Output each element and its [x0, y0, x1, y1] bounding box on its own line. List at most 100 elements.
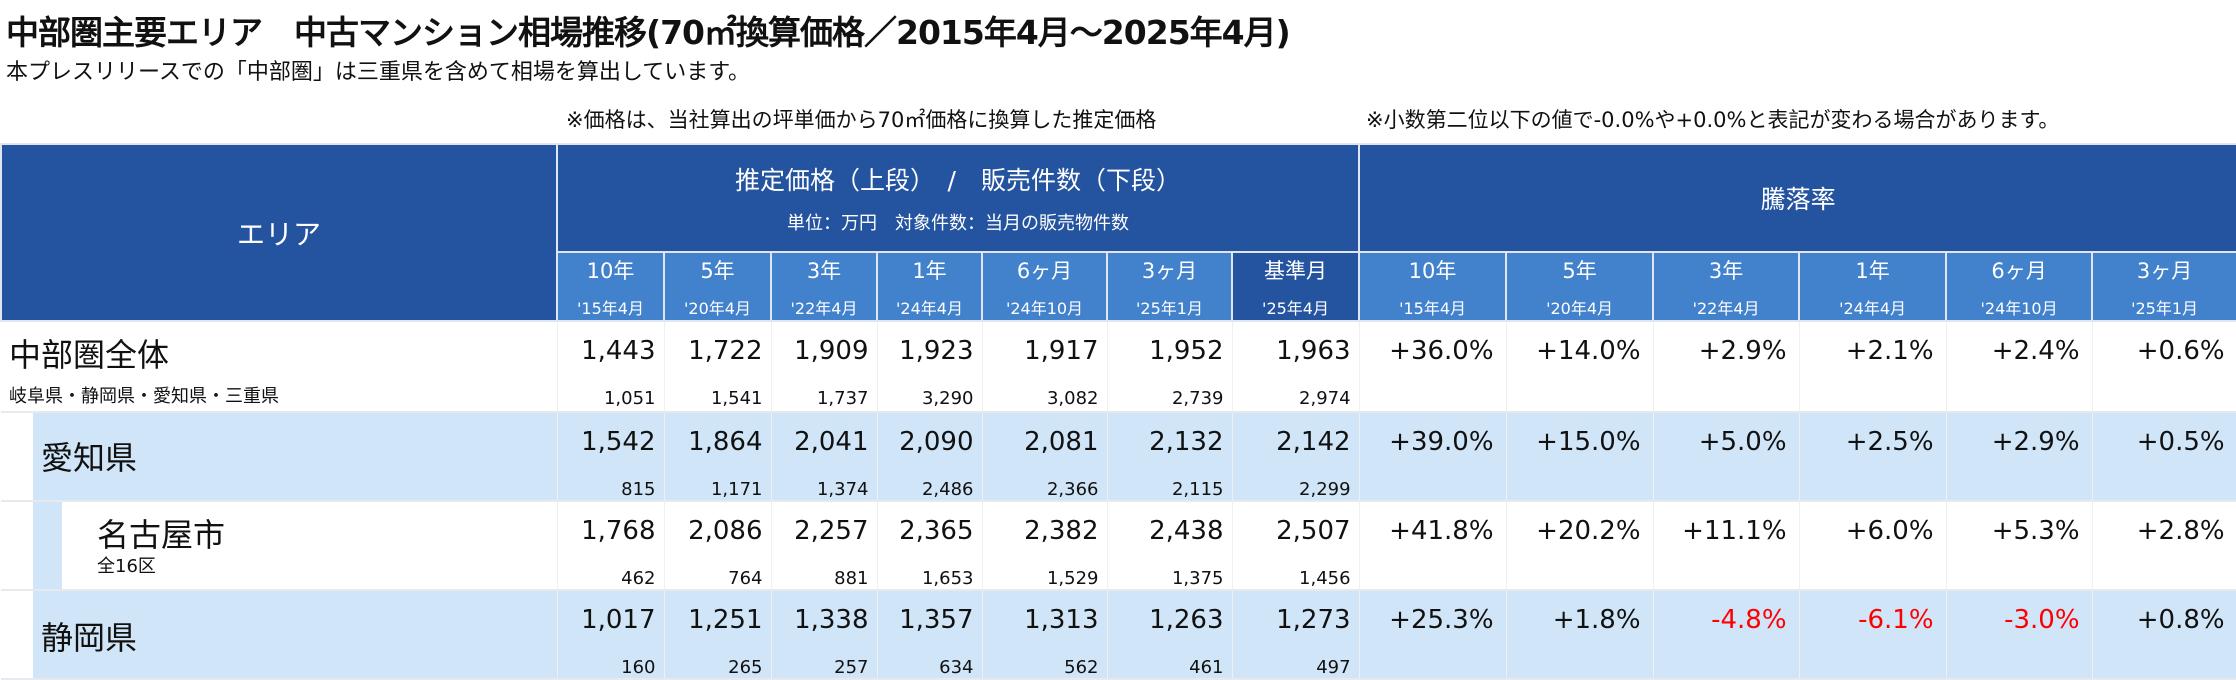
price-col-header: 3年 '22年4月 — [770, 251, 878, 322]
price-cell: 1,722 1,541 — [664, 321, 772, 412]
count-value: 764 — [728, 568, 763, 589]
count-value: 1,737 — [816, 388, 869, 409]
count-value: 2,739 — [1171, 388, 1224, 409]
rate-value: +2.5% — [1845, 427, 1934, 457]
rate-value: +14.0% — [1536, 336, 1641, 366]
area-name: 名古屋市 — [97, 516, 226, 554]
count-value: 160 — [621, 657, 656, 678]
rate-value: +11.1% — [1682, 516, 1787, 546]
area-sub: 岐阜県・静岡県・愛知県・三重県 — [9, 386, 279, 407]
rate-cell: +11.1% — [1653, 501, 1800, 590]
price-cell: 1,542 815 — [557, 412, 665, 501]
count-value: 257 — [834, 657, 869, 678]
rate-value: +2.4% — [1991, 336, 2080, 366]
price-cell: 1,338 257 — [771, 590, 878, 679]
count-value: 462 — [621, 568, 656, 589]
price-value: 2,438 — [1149, 516, 1224, 546]
price-value: 1,542 — [581, 427, 656, 457]
period-label: 10年 — [1408, 258, 1457, 283]
month-label: '24年10月 — [1005, 298, 1084, 318]
price-value: 1,313 — [1024, 605, 1099, 635]
month-label: '15年4月 — [1399, 298, 1467, 318]
period-label: 5年 — [700, 258, 735, 283]
rate-value: +0.5% — [2136, 427, 2225, 457]
period-label: 3ヶ月 — [1141, 258, 1198, 283]
price-value: 1,768 — [581, 516, 656, 546]
count-value: 1,374 — [816, 479, 869, 500]
rate-value: -4.8% — [1711, 605, 1787, 635]
count-value: 1,375 — [1171, 568, 1224, 589]
month-label: '22年4月 — [790, 298, 858, 318]
count-value: 1,541 — [710, 388, 763, 409]
count-value: 1,653 — [921, 568, 974, 589]
price-value: 1,963 — [1276, 336, 1351, 366]
price-cell: 2,142 2,299 — [1232, 412, 1360, 501]
price-cell: 1,313 562 — [982, 590, 1108, 679]
rate-value: -6.1% — [1858, 605, 1934, 635]
price-cell: 1,864 1,171 — [664, 412, 772, 501]
count-value: 265 — [728, 657, 763, 678]
period-label: 3年 — [1708, 258, 1744, 283]
area-header: エリア — [0, 143, 558, 322]
rate-value: +36.0% — [1389, 336, 1494, 366]
price-cell: 2,090 2,486 — [877, 412, 983, 501]
rate-cell: +2.4% — [1946, 321, 2093, 412]
area-sub: 全16区 — [97, 556, 156, 577]
price-unit: 単位：万円 対象件数：当月の販売物件数 — [787, 213, 1130, 234]
count-value: 1,171 — [710, 479, 763, 500]
count-value: 497 — [1316, 657, 1351, 678]
area-cell: 中部圏全体岐阜県・静岡県・愛知県・三重県 — [1, 321, 558, 412]
rate-cell: +1.8% — [1506, 590, 1654, 679]
price-value: 2,382 — [1024, 516, 1099, 546]
month-label: '20年4月 — [1546, 298, 1614, 318]
rate-value: +25.3% — [1389, 605, 1494, 635]
price-cell: 1,251 265 — [664, 590, 772, 679]
price-cell: 1,923 3,290 — [877, 321, 983, 412]
price-note: ※価格は、当社算出の坪単価から70㎡価格に換算した推定価格 — [566, 108, 1157, 132]
area-name: 中部圏全体 — [9, 336, 170, 374]
area-cell: 静岡県 — [1, 590, 558, 679]
price-value: 1,017 — [581, 605, 656, 635]
count-value: 2,115 — [1171, 479, 1224, 500]
count-value: 3,290 — [921, 388, 974, 409]
rate-group-header: 騰落率 — [1358, 143, 2236, 253]
count-value: 2,974 — [1299, 388, 1351, 409]
rate-cell: +2.9% — [1946, 412, 2093, 501]
price-col-header: 3ヶ月 '25年1月 — [1106, 251, 1233, 322]
rate-col-header: 10年 '15年4月 — [1358, 251, 1508, 322]
rate-cell: +5.3% — [1946, 501, 2093, 590]
price-value: 2,142 — [1276, 427, 1351, 457]
month-label: '24年10月 — [1980, 298, 2058, 318]
price-value: 1,443 — [581, 336, 656, 366]
page-subtitle: 本プレスリリースでの「中部圏」は三重県を含めて相場を算出しています。 — [6, 60, 751, 85]
price-cell: 2,365 1,653 — [877, 501, 983, 590]
rate-cell: +2.1% — [1799, 321, 1947, 412]
rate-cell: +5.0% — [1653, 412, 1800, 501]
rate-value: +15.0% — [1536, 427, 1641, 457]
price-cell: 1,357 634 — [877, 590, 983, 679]
price-value: 1,263 — [1149, 605, 1224, 635]
rate-value: +41.8% — [1389, 516, 1494, 546]
price-col-header: 5年 '20年4月 — [663, 251, 772, 322]
price-value: 1,251 — [688, 605, 763, 635]
table-row: 名古屋市 全16区 1,768 462 2,086 764 2,257 881 2,365 1,6… — [1, 501, 2236, 590]
price-value: 2,041 — [794, 427, 869, 457]
rate-value: +0.6% — [2136, 336, 2225, 366]
rate-cell: +6.0% — [1799, 501, 1947, 590]
price-cell: 1,017 160 — [557, 590, 665, 679]
price-group-header: 推定価格（上段） / 販売件数（下段） 単位：万円 対象件数：当月の販売物件数 — [555, 143, 1361, 253]
month-label: '24年4月 — [1839, 298, 1907, 318]
price-value: 2,090 — [899, 427, 974, 457]
rate-col-header: 3年 '22年4月 — [1652, 251, 1801, 322]
rate-value: -3.0% — [2004, 605, 2080, 635]
market-table: エリア 推定価格（上段） / 販売件数（下段） 単位：万円 対象件数：当月の販売物… — [0, 143, 2236, 680]
area-indent-nested — [62, 502, 556, 589]
price-col-header: 1年 '24年4月 — [876, 251, 983, 322]
count-value: 562 — [1064, 657, 1099, 678]
period-label: 1年 — [912, 258, 947, 283]
period-label: 3年 — [806, 258, 842, 283]
rate-value: +6.0% — [1845, 516, 1934, 546]
period-label: 3ヶ月 — [2136, 258, 2193, 283]
period-label: 5年 — [1562, 258, 1597, 283]
price-cell: 1,917 3,082 — [982, 321, 1108, 412]
